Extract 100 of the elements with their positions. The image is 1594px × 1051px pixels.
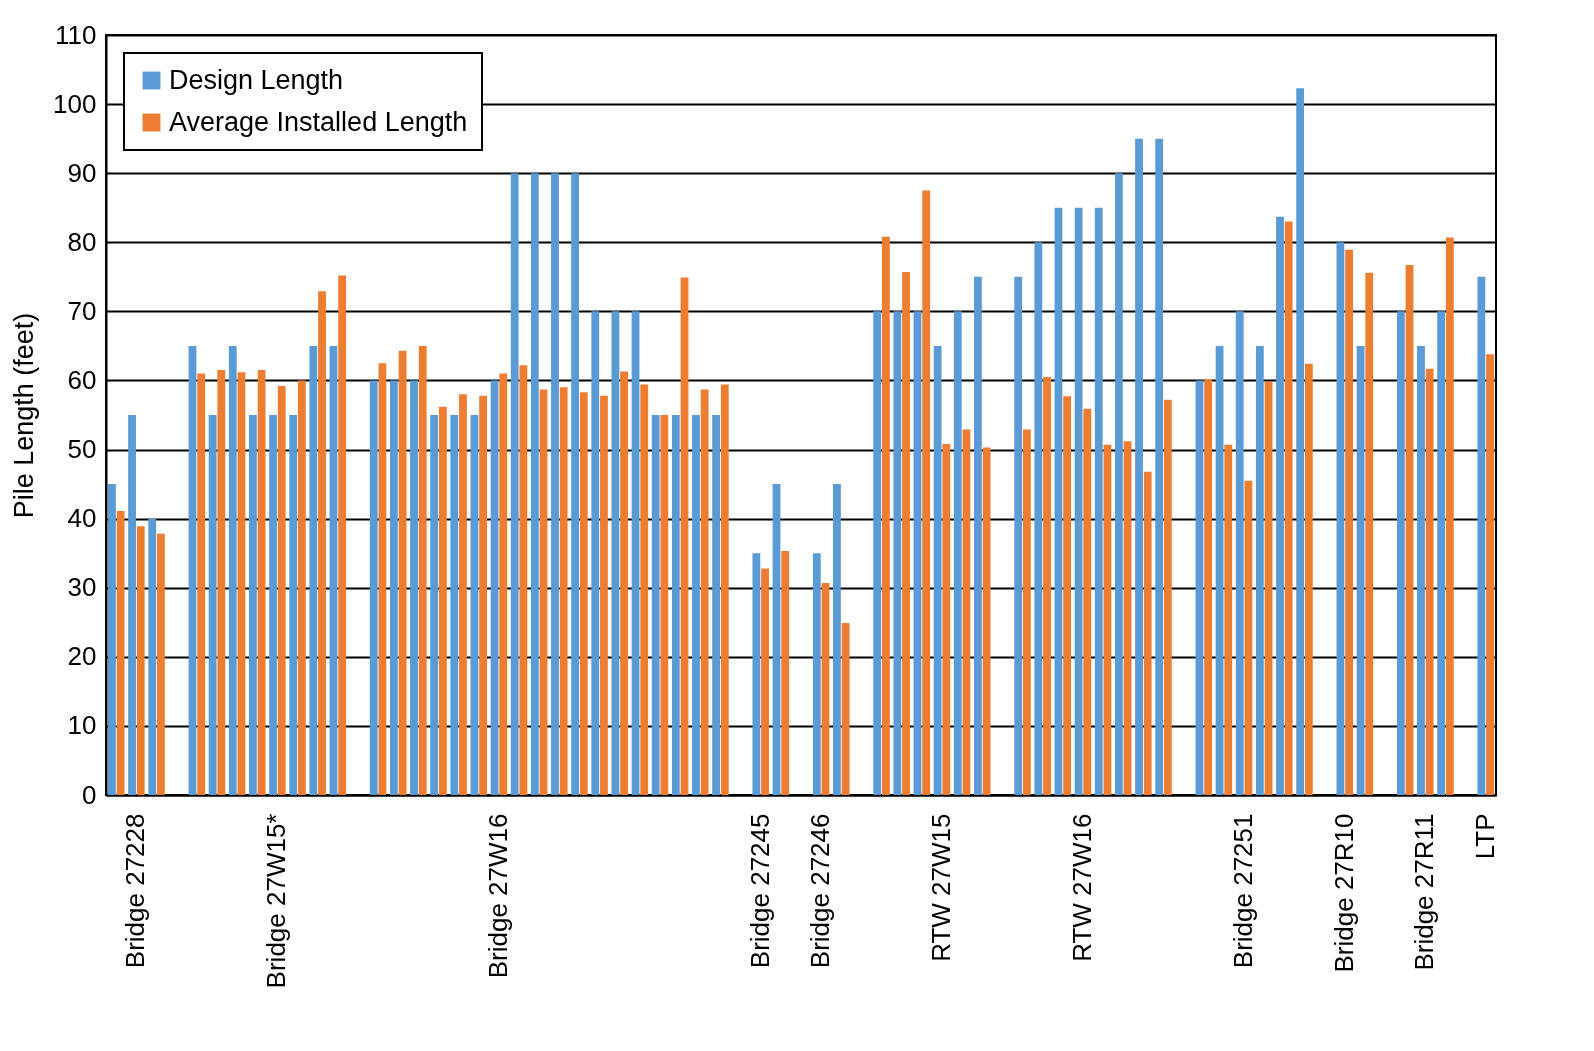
- bar: [812, 553, 821, 795]
- bar: [318, 291, 326, 795]
- bar: [579, 392, 588, 795]
- bar: [942, 444, 951, 795]
- bar: [551, 173, 559, 795]
- y-tick-label: 90: [67, 157, 97, 188]
- bar: [559, 387, 568, 795]
- bar: [128, 415, 136, 795]
- y-tick-label: 20: [67, 641, 97, 672]
- bar: [228, 345, 237, 795]
- bar: [519, 365, 528, 795]
- bar: [1074, 207, 1083, 795]
- bar: [1094, 207, 1103, 795]
- bar: [479, 395, 488, 795]
- bar: [1014, 276, 1023, 795]
- y-tick-label: 40: [67, 503, 97, 534]
- bar: [982, 447, 991, 795]
- bar: [1345, 249, 1354, 795]
- bar: [338, 275, 347, 795]
- bar: [1365, 272, 1374, 795]
- bar: [781, 551, 790, 795]
- bar: [309, 345, 318, 795]
- bar: [530, 173, 539, 795]
- y-tick-label: 110: [55, 19, 97, 50]
- y-tick-label: 10: [67, 710, 97, 741]
- bar: [1123, 441, 1132, 795]
- bar: [438, 406, 447, 795]
- bar: [571, 173, 580, 795]
- bar: [1296, 88, 1305, 795]
- bar: [389, 380, 398, 795]
- bar: [893, 311, 902, 795]
- x-tick-label: Bridge 27W15*: [261, 813, 292, 989]
- bar: [237, 372, 246, 795]
- x-tick-label: Bridge 27245: [744, 813, 775, 969]
- bar: [620, 371, 629, 795]
- bar: [953, 311, 962, 795]
- y-tick-label: 80: [67, 226, 97, 257]
- bar: [671, 415, 680, 795]
- bar: [1486, 354, 1494, 795]
- bar: [410, 380, 418, 795]
- y-tick-label: 30: [67, 572, 97, 603]
- bar: [1405, 265, 1414, 795]
- bar: [539, 389, 548, 795]
- bar: [640, 384, 649, 795]
- bar: [833, 484, 841, 795]
- bar: [1417, 345, 1425, 795]
- bar: [208, 415, 217, 795]
- bar: [1143, 471, 1152, 795]
- bar: [378, 363, 387, 795]
- bar: [277, 385, 286, 795]
- bar: [600, 395, 608, 795]
- bar: [116, 511, 125, 795]
- bar: [1445, 237, 1454, 795]
- bar: [1022, 429, 1031, 795]
- bar: [459, 394, 467, 795]
- x-tick-label: Bridge 27R11: [1409, 813, 1440, 971]
- bar: [1235, 311, 1244, 795]
- legend-label: Design Length: [169, 64, 344, 95]
- bar: [1083, 408, 1092, 795]
- bar: [720, 384, 729, 795]
- bar: [591, 311, 600, 795]
- bar: [490, 380, 499, 795]
- bar: [156, 533, 165, 795]
- bar: [1477, 276, 1486, 795]
- x-tick-label: Bridge 27W16: [482, 813, 513, 979]
- y-tick-label: 70: [67, 295, 97, 326]
- bar: [772, 484, 781, 795]
- x-tick-label: Bridge 27246: [805, 813, 836, 969]
- bar: [1336, 242, 1345, 795]
- bar: [148, 518, 157, 795]
- bar: [197, 373, 206, 795]
- bar: [1437, 311, 1446, 795]
- y-tick-label: 50: [67, 434, 97, 465]
- bar: [499, 373, 508, 795]
- bar: [430, 415, 439, 795]
- bar: [712, 415, 721, 795]
- bar: [418, 345, 427, 795]
- y-tick-label: 0: [82, 779, 97, 810]
- bar: [1034, 242, 1043, 795]
- bar: [902, 271, 910, 795]
- bar: [1396, 311, 1405, 795]
- y-tick-label: 60: [67, 364, 97, 395]
- bar: [1304, 363, 1313, 795]
- bar: [1276, 216, 1284, 795]
- bar: [692, 415, 700, 795]
- y-tick-label: 100: [53, 88, 97, 119]
- x-tick-label: RTW 27W15: [925, 813, 956, 962]
- x-tick-label: Bridge 27R10: [1328, 813, 1359, 973]
- bar: [369, 380, 378, 795]
- bar: [700, 389, 709, 795]
- x-tick-label: Bridge 27228: [120, 813, 151, 969]
- legend-label: Average Installed Length: [169, 106, 468, 137]
- bar: [1043, 377, 1051, 795]
- bar: [1284, 221, 1293, 795]
- bar: [761, 568, 769, 795]
- bar: [1204, 379, 1213, 795]
- bar: [660, 415, 669, 795]
- bar: [1195, 380, 1204, 795]
- bar: [922, 190, 931, 795]
- bar: [1224, 444, 1233, 795]
